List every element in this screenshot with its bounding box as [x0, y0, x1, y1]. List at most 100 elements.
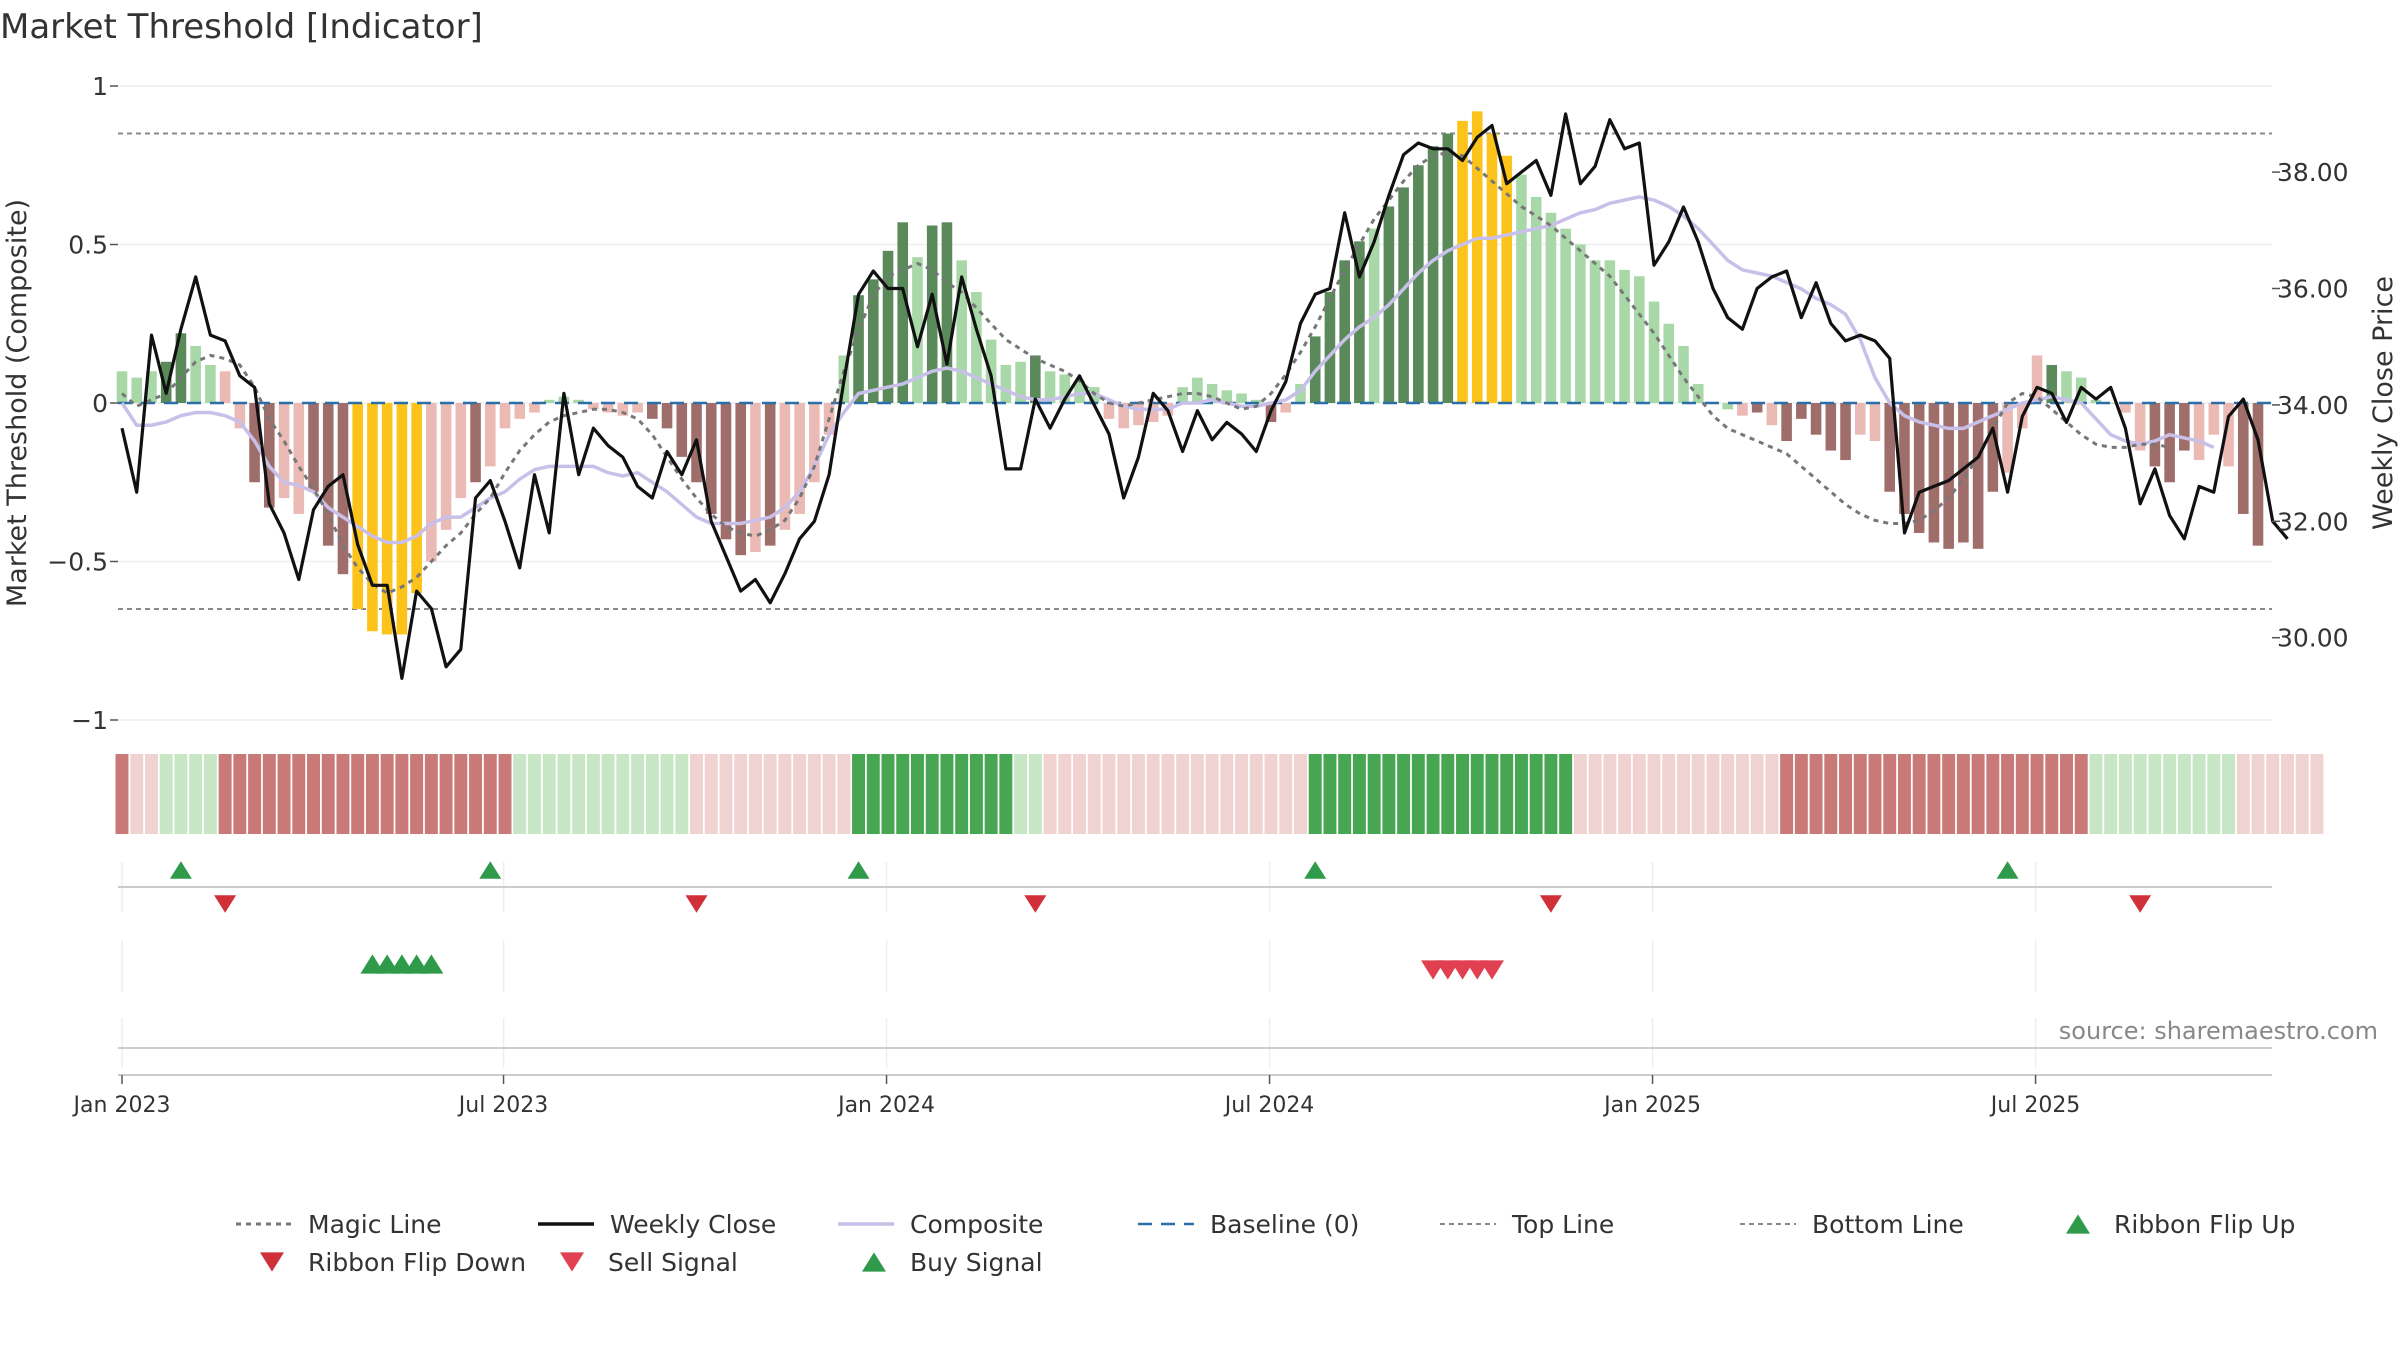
legend-label: Buy Signal — [910, 1248, 1043, 1277]
ribbon-cell — [704, 754, 718, 834]
composite-bar — [264, 403, 275, 508]
composite-bar — [2046, 364, 2058, 403]
composite-bar — [1471, 111, 1483, 404]
ribbon-cell — [2074, 754, 2088, 834]
ribbon-cell — [174, 754, 188, 834]
composite-bar — [1516, 174, 1527, 403]
right-axis-label: Weekly Close Price — [2368, 276, 2399, 530]
composite-bar — [1059, 374, 1071, 403]
ribbon-cell — [1352, 754, 1366, 834]
composite-bar — [1869, 403, 1881, 442]
composite-bar — [1722, 403, 1733, 410]
ribbon-cell — [2045, 754, 2059, 834]
legend-marker — [260, 1252, 284, 1272]
ribbon-cell — [1677, 754, 1690, 834]
ribbon-cell — [557, 754, 571, 834]
composite-bar — [971, 292, 982, 403]
composite-bar — [1457, 120, 1468, 404]
ribbon-cell — [1971, 754, 1985, 834]
ribbon-cell — [1028, 754, 1042, 834]
composite-bar — [1575, 244, 1586, 403]
ribbon-cell — [1043, 754, 1057, 834]
composite-bar — [514, 403, 526, 419]
ribbon-cell — [1500, 754, 1514, 834]
composite-bar — [1295, 383, 1306, 403]
ribbon-cell — [2118, 754, 2132, 834]
ribbon-cell — [631, 754, 645, 834]
ribbon-cell — [955, 754, 969, 834]
composite-bar — [1663, 323, 1675, 403]
ribbon-cell — [1338, 754, 1352, 834]
composite-bar — [1280, 403, 1292, 413]
ribbon-flip-panel — [118, 861, 2272, 913]
ribbon-cell — [1809, 754, 1823, 834]
composite-bar — [1648, 301, 1660, 403]
ribbon-cell — [2177, 754, 2191, 834]
composite-bar — [779, 403, 791, 530]
left-tick-label: 0.5 — [68, 231, 108, 260]
composite-bar — [661, 403, 673, 429]
ribbon-cell — [940, 754, 954, 834]
composite-bar — [2120, 403, 2131, 413]
ribbon-cell — [1794, 754, 1808, 834]
ribbon-cell — [1632, 754, 1646, 834]
composite-bar — [1737, 403, 1748, 416]
ribbon-cell — [159, 754, 173, 834]
ribbon-cell — [925, 754, 939, 834]
ribbon-cell — [1853, 754, 1867, 834]
legend-label: Bottom Line — [1812, 1210, 1964, 1239]
ribbon-cell — [1647, 754, 1661, 834]
ribbon-cell — [248, 754, 262, 834]
ribbon-cell — [1146, 754, 1160, 834]
ribbon-cell — [218, 754, 232, 834]
left-axis: −1 −0.5 0 0.5 1 — [47, 72, 118, 735]
right-axis: 30.00 32.00 34.00 36.00 38.00 — [2272, 158, 2349, 653]
ribbon-cell — [1131, 754, 1145, 834]
ribbon-cell — [1573, 754, 1587, 834]
composite-bar — [1958, 403, 1969, 543]
composite-bar — [602, 403, 614, 413]
ribbon-cell — [1411, 754, 1425, 834]
ribbon-cell — [1235, 754, 1249, 834]
composite-bar — [2061, 371, 2072, 403]
right-tick-label: 30.00 — [2277, 624, 2349, 653]
composite-bar — [440, 403, 452, 530]
ribbon-cell — [277, 754, 291, 834]
composite-bar — [1501, 155, 1513, 403]
composite-bar — [1206, 383, 1218, 403]
composite-bar — [573, 399, 584, 403]
legend-marker — [2066, 1214, 2090, 1234]
ribbon-cell — [1176, 754, 1190, 834]
ribbon-cell — [1559, 754, 1573, 834]
composite-bar — [293, 403, 305, 514]
composite-bar — [2105, 403, 2116, 404]
left-tick-label: 1 — [92, 72, 108, 101]
ribbon-cell — [115, 754, 129, 834]
composite-bar — [1840, 403, 1851, 461]
ribbon-flip-down-marker — [685, 895, 708, 913]
composite-bar — [735, 403, 747, 556]
composite-bar — [175, 333, 187, 403]
ribbon-cell — [1485, 754, 1499, 834]
ribbon-cell — [351, 754, 365, 834]
composite-bar — [897, 222, 909, 403]
composite-bar — [1928, 403, 1940, 543]
composite-bar — [1913, 403, 1925, 533]
ribbon-cell — [822, 754, 836, 834]
composite-bar — [956, 260, 967, 403]
composite-bar — [941, 222, 953, 403]
composite-bar — [1133, 403, 1144, 426]
ribbon-flip-up-marker — [479, 861, 502, 879]
ribbon-cell — [1190, 754, 1204, 834]
composite-bar — [426, 403, 437, 562]
composite-bar — [367, 403, 378, 632]
composite-bar — [308, 403, 319, 492]
ribbon-cell — [395, 754, 409, 834]
composite-bar — [278, 403, 290, 499]
x-tick-label: Jan 2025 — [1602, 1093, 1701, 1118]
composite-bar — [1766, 403, 1778, 426]
ribbon-cell — [2001, 754, 2015, 834]
composite-bar — [647, 403, 658, 419]
composite-bar — [1825, 403, 1837, 451]
ribbon-cell — [601, 754, 615, 834]
